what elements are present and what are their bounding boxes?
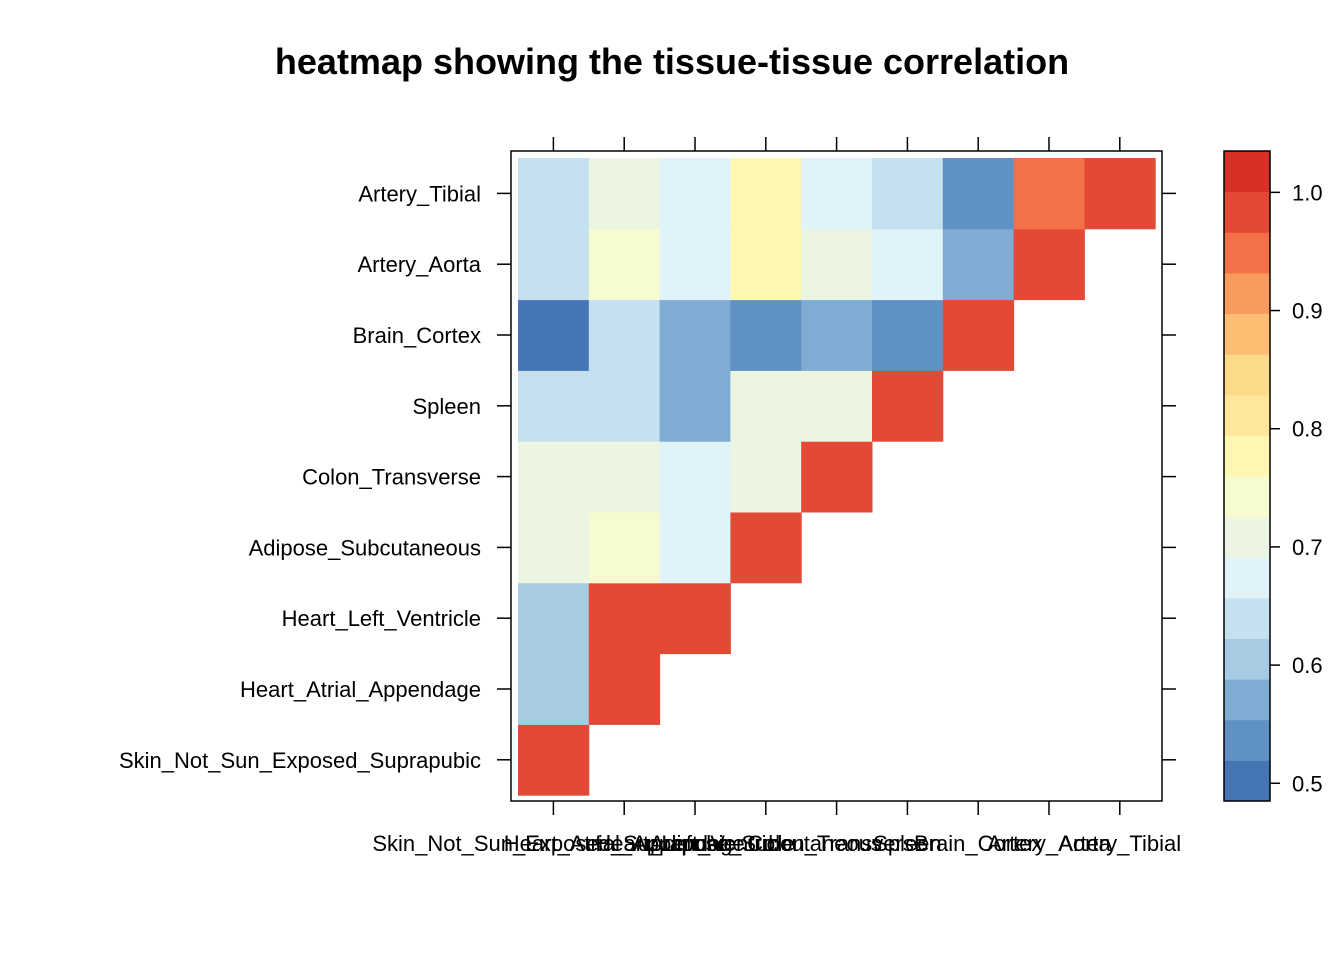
y-tick-label: Artery_Aorta xyxy=(358,252,482,277)
y-tick-label: Artery_Tibial xyxy=(358,181,481,206)
colorbar-tick-label: 0.8 xyxy=(1292,417,1323,442)
heatmap-cell xyxy=(730,370,802,442)
heatmap-cell xyxy=(801,299,873,371)
colorbar-tick-label: 1.0 xyxy=(1292,180,1323,205)
y-tick-label: Spleen xyxy=(412,394,481,419)
heatmap-cell xyxy=(872,299,944,371)
heatmap-cell xyxy=(659,582,731,655)
colorbar-segment xyxy=(1224,719,1270,761)
heatmap-cell xyxy=(518,370,590,442)
x-tick-label: Skin_Not_Sun_Exposed_Suprapubic xyxy=(372,831,734,856)
heatmap-cell xyxy=(730,441,802,513)
x-tick-label: Brain_Cortex xyxy=(914,831,1042,856)
x-tick-label: Heart_Left_Ventricle xyxy=(595,831,794,856)
colorbar-segment xyxy=(1224,435,1270,477)
heatmap-cell xyxy=(659,512,731,584)
heatmap-cell xyxy=(1084,158,1156,230)
heatmap-cell xyxy=(659,370,731,442)
colorbar: 0.5 0.6 0.7 0.8 0.9 1.0 xyxy=(1223,150,1323,802)
x-tick-label: Spleen xyxy=(873,831,942,856)
y-tick-label: Colon_Transverse xyxy=(302,465,481,490)
heatmap-cell xyxy=(518,441,590,513)
heatmap-cell xyxy=(518,228,590,301)
colorbar-segment xyxy=(1224,760,1270,802)
heatmap-cell xyxy=(659,228,731,301)
colorbar-segment xyxy=(1224,679,1270,721)
heatmap-cell xyxy=(942,299,1015,371)
heatmap-cell xyxy=(518,158,590,230)
colorbar-segment xyxy=(1224,638,1270,680)
heatmap-cell xyxy=(1013,158,1085,230)
heatmap-cell xyxy=(730,158,802,230)
heatmap-cell xyxy=(801,228,873,301)
y-tick-label: Heart_Atrial_Appendage xyxy=(240,677,481,702)
heatmap-cell xyxy=(730,228,802,301)
colorbar-tick-label: 0.5 xyxy=(1292,771,1323,796)
colorbar-segment xyxy=(1224,272,1270,315)
heatmap-cell xyxy=(588,228,661,301)
colorbar-segment xyxy=(1224,151,1270,193)
heatmap-cell xyxy=(588,653,661,725)
heatmap-cell xyxy=(659,158,731,230)
colorbar-tick-label: 0.6 xyxy=(1292,653,1323,678)
y-tick-label: Adipose_Subcutaneous xyxy=(249,535,481,560)
heatmap-cell xyxy=(588,512,661,584)
heatmap-cell xyxy=(588,299,661,371)
heatmap-cell xyxy=(801,370,873,442)
colorbar-segment xyxy=(1224,394,1270,436)
colorbar-segment xyxy=(1224,232,1270,274)
colorbar-segment xyxy=(1224,557,1270,599)
heatmap-cell xyxy=(659,441,731,513)
colorbar-segment xyxy=(1224,313,1270,355)
heatmap-cell xyxy=(942,158,1015,230)
y-tick-label: Heart_Left_Ventricle xyxy=(282,606,481,631)
heatmap-cell xyxy=(518,512,590,584)
heatmap-cell xyxy=(588,158,661,230)
heatmap-cell xyxy=(872,370,944,442)
x-tick-label: Artery_Tibial xyxy=(1058,831,1181,856)
colorbar-frame xyxy=(1223,150,1271,802)
heatmap-cell xyxy=(518,582,590,655)
colorbar-segment xyxy=(1224,516,1270,558)
colorbar-segment xyxy=(1224,597,1270,640)
colorbar-segment xyxy=(1224,476,1270,518)
y-tick-label: Skin_Not_Sun_Exposed_Suprapubic xyxy=(119,748,481,773)
heatmap-cell xyxy=(659,299,731,371)
x-axis-labels: Skin_Not_Sun_Exposed_SuprapubicHeart_Atr… xyxy=(372,831,1181,856)
heatmap-cell xyxy=(942,228,1015,301)
x-tick-label: Colon_Transverse xyxy=(747,831,926,856)
heatmap-cell xyxy=(872,228,944,301)
heatmap-cell xyxy=(518,299,590,371)
heatmap-cell xyxy=(730,299,802,371)
colorbar-segment xyxy=(1224,354,1270,396)
colorbar-segment xyxy=(1224,191,1270,233)
heatmap-cell xyxy=(801,441,873,513)
colorbar-tick-label: 0.9 xyxy=(1292,299,1323,324)
heatmap-cell xyxy=(730,512,802,584)
heatmap-cell xyxy=(518,724,590,796)
x-tick-label: Heart_Atrial_Appendage xyxy=(504,831,745,856)
heatmap-cell xyxy=(801,158,873,230)
heatmap-cells xyxy=(518,158,1156,796)
y-tick-label: Brain_Cortex xyxy=(353,323,481,348)
heatmap-cell xyxy=(588,582,661,655)
x-tick-label: Adipose_Subcutaneous xyxy=(650,831,882,856)
y-axis-labels: Skin_Not_Sun_Exposed_Suprapubic Heart_Atr… xyxy=(119,181,482,772)
heatmap-cell xyxy=(1013,228,1085,301)
x-tick-label: Artery_Aorta xyxy=(987,831,1111,856)
heatmap-cell xyxy=(588,441,661,513)
heatmap-cell xyxy=(872,158,944,230)
heatmap-cell xyxy=(588,370,661,442)
axis-ticks xyxy=(497,137,1176,815)
colorbar-tick-label: 0.7 xyxy=(1292,535,1323,560)
chart-title: heatmap showing the tissue-tissue correl… xyxy=(275,41,1069,82)
heatmap-cell xyxy=(518,653,590,725)
